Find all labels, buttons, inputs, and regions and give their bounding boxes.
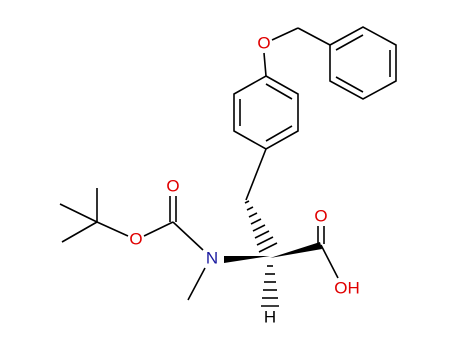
atom-label: O — [166, 176, 179, 195]
benzyl-ring — [329, 26, 397, 100]
atom-label: H — [264, 307, 276, 326]
bonds — [59, 26, 397, 307]
bond — [271, 27, 299, 41]
atom-label: O — [257, 33, 270, 52]
bond — [172, 221, 204, 251]
double-bond — [265, 83, 293, 100]
hashed-bond — [244, 200, 278, 253]
double-bond — [335, 34, 364, 51]
hashed-bond — [261, 265, 279, 307]
atom-label: O — [314, 206, 327, 225]
bond — [61, 221, 98, 243]
double-bond — [335, 76, 364, 93]
bond — [59, 203, 98, 223]
wedge-bond — [270, 242, 322, 258]
atom-label: N — [206, 248, 218, 267]
atom-labels: O O O N O OH H — [129, 33, 359, 326]
atom-label: OH — [334, 278, 360, 297]
methyl-bond — [187, 267, 206, 301]
bond — [143, 221, 174, 237]
atom-label: O — [129, 229, 142, 248]
bond — [320, 244, 339, 279]
phenylene-ring — [233, 75, 299, 150]
bond — [297, 27, 331, 46]
bond — [245, 148, 267, 201]
bond — [96, 221, 129, 237]
double-bond — [265, 125, 293, 142]
wedge-bond — [224, 256, 270, 263]
bond — [263, 52, 267, 77]
